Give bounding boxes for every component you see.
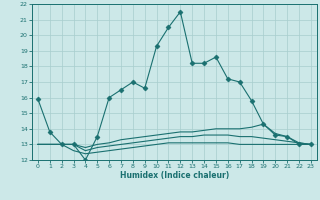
X-axis label: Humidex (Indice chaleur): Humidex (Indice chaleur): [120, 171, 229, 180]
